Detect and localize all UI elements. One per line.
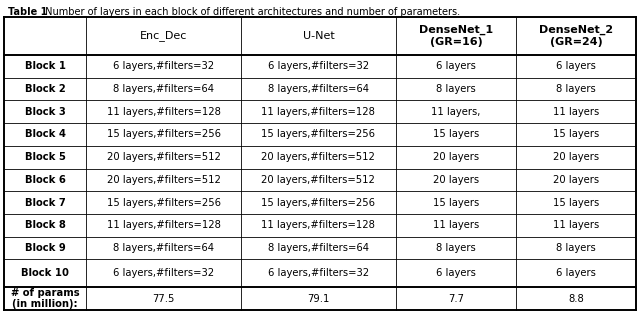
Text: 8 layers,#filters=64: 8 layers,#filters=64 [268, 243, 369, 253]
Text: 11 layers,#filters=128: 11 layers,#filters=128 [107, 220, 221, 230]
Text: 20 layers,#filters=512: 20 layers,#filters=512 [262, 152, 375, 162]
Text: Block 1: Block 1 [24, 61, 65, 72]
Text: Block 6: Block 6 [25, 175, 65, 185]
Text: 8 layers: 8 layers [436, 84, 476, 94]
Text: Number of layers in each block of different architectures and number of paramete: Number of layers in each block of differ… [42, 7, 460, 17]
Text: 79.1: 79.1 [307, 294, 330, 304]
Text: 11 layers,: 11 layers, [431, 107, 481, 117]
Text: 8 layers,#filters=64: 8 layers,#filters=64 [113, 243, 214, 253]
Text: # of params
(in million):: # of params (in million): [11, 288, 79, 309]
Text: Block 5: Block 5 [25, 152, 65, 162]
Text: Block 9: Block 9 [25, 243, 65, 253]
Text: 8 layers,#filters=64: 8 layers,#filters=64 [268, 84, 369, 94]
Text: Block 7: Block 7 [25, 198, 65, 208]
Text: Block 3: Block 3 [25, 107, 65, 117]
Text: 11 layers,#filters=128: 11 layers,#filters=128 [262, 220, 375, 230]
Text: 6 layers: 6 layers [436, 61, 476, 72]
Text: Block 8: Block 8 [25, 220, 65, 230]
Text: 8 layers: 8 layers [556, 243, 596, 253]
Text: 15 layers,#filters=256: 15 layers,#filters=256 [261, 129, 376, 140]
Text: 11 layers: 11 layers [553, 220, 599, 230]
Text: 15 layers: 15 layers [433, 198, 479, 208]
Text: 6 layers,#filters=32: 6 layers,#filters=32 [268, 61, 369, 72]
Text: 6 layers,#filters=32: 6 layers,#filters=32 [113, 61, 214, 72]
Text: 8 layers,#filters=64: 8 layers,#filters=64 [113, 84, 214, 94]
Text: 8.8: 8.8 [568, 294, 584, 304]
Text: 20 layers,#filters=512: 20 layers,#filters=512 [107, 175, 221, 185]
Text: 15 layers,#filters=256: 15 layers,#filters=256 [107, 198, 221, 208]
Text: DenseNet_1
(GR=16): DenseNet_1 (GR=16) [419, 25, 493, 47]
Text: 15 layers: 15 layers [553, 129, 599, 140]
Text: 6 layers: 6 layers [436, 268, 476, 278]
Text: 6 layers,#filters=32: 6 layers,#filters=32 [268, 268, 369, 278]
Text: 8 layers: 8 layers [436, 243, 476, 253]
Text: 11 layers,#filters=128: 11 layers,#filters=128 [262, 107, 375, 117]
Text: Block 2: Block 2 [25, 84, 65, 94]
Text: 6 layers: 6 layers [556, 268, 596, 278]
Text: 11 layers: 11 layers [433, 220, 479, 230]
Text: 15 layers: 15 layers [433, 129, 479, 140]
Text: 15 layers,#filters=256: 15 layers,#filters=256 [107, 129, 221, 140]
Text: 20 layers,#filters=512: 20 layers,#filters=512 [262, 175, 375, 185]
Text: 6 layers: 6 layers [556, 61, 596, 72]
Text: 6 layers,#filters=32: 6 layers,#filters=32 [113, 268, 214, 278]
Text: 77.5: 77.5 [152, 294, 175, 304]
Text: 20 layers,#filters=512: 20 layers,#filters=512 [107, 152, 221, 162]
Text: 11 layers: 11 layers [553, 107, 599, 117]
Text: Block 4: Block 4 [24, 129, 65, 140]
Text: 20 layers: 20 layers [553, 152, 599, 162]
Text: U-Net: U-Net [303, 31, 334, 41]
Text: 20 layers: 20 layers [433, 175, 479, 185]
Text: DenseNet_2
(GR=24): DenseNet_2 (GR=24) [539, 25, 613, 47]
Text: Table 1: Table 1 [8, 7, 47, 17]
Text: 7.7: 7.7 [448, 294, 464, 304]
Text: Block 10: Block 10 [21, 268, 69, 278]
Text: 20 layers: 20 layers [433, 152, 479, 162]
Text: 8 layers: 8 layers [556, 84, 596, 94]
Text: Enc_Dec: Enc_Dec [140, 31, 188, 42]
Text: 15 layers: 15 layers [553, 198, 599, 208]
Text: 15 layers,#filters=256: 15 layers,#filters=256 [261, 198, 376, 208]
Text: 20 layers: 20 layers [553, 175, 599, 185]
Text: 11 layers,#filters=128: 11 layers,#filters=128 [107, 107, 221, 117]
